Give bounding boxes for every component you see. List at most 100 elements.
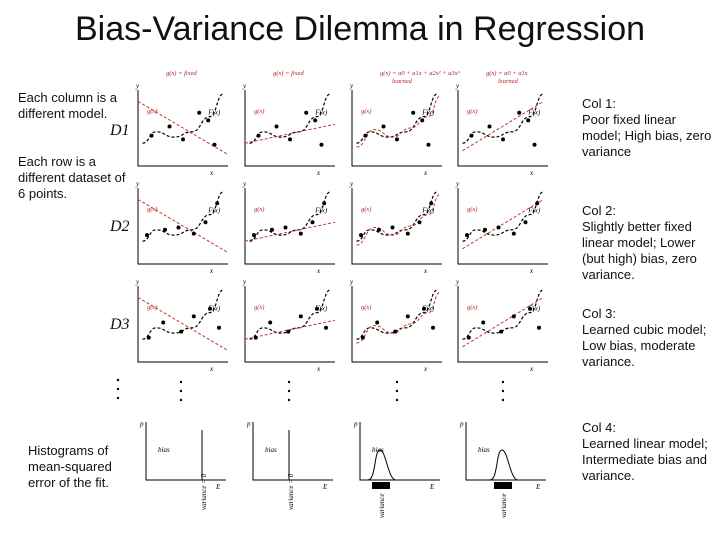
data-point-r3c4-4 xyxy=(511,314,516,319)
hist-E-label-h2: E xyxy=(322,483,328,491)
model-fit-curve-r2c4 xyxy=(462,198,544,250)
col4-note-heading: Col 4: xyxy=(582,420,616,435)
true-function-label-r2c2: F(x) xyxy=(314,206,328,214)
data-point-r3c1-1 xyxy=(146,335,151,340)
true-function-label-r3c2: F(x) xyxy=(314,304,328,312)
panel-axes-r1c1 xyxy=(137,90,228,167)
data-point-r2c4-4 xyxy=(511,231,516,236)
model-fit-curve-r1c4 xyxy=(462,100,544,152)
x-axis-label-r1c3: x xyxy=(423,169,428,177)
hist-curve-h4 xyxy=(489,449,519,481)
data-point-r1c1-6 xyxy=(212,142,217,147)
data-point-r3c2-2 xyxy=(268,320,273,325)
hist-curve-h3 xyxy=(367,449,397,481)
col1-note-heading: Col 1: xyxy=(582,96,616,111)
true-function-curve-r1c3 xyxy=(356,93,438,144)
true-function-curve-r3c4 xyxy=(462,289,544,340)
ellipsis-dot-2-3 xyxy=(179,398,183,402)
data-point-r1c4-3 xyxy=(501,137,505,142)
column-header-2: g(x) = fixed xyxy=(273,70,304,77)
data-point-r2c2-4 xyxy=(298,231,303,236)
true-function-label-r1c2: F(x) xyxy=(314,108,328,116)
column-header-1: g(x) = fixed xyxy=(166,70,197,77)
data-point-r1c2-6 xyxy=(319,142,324,147)
data-point-r1c3-3 xyxy=(395,137,399,142)
y-axis-label-r2c3: y xyxy=(349,180,354,188)
model-label-r2c4: g(x) xyxy=(467,206,477,213)
ellipsis-dot-3-3 xyxy=(287,398,291,402)
y-axis-label-r1c1: y xyxy=(135,82,140,90)
true-function-label-r2c1: F(x) xyxy=(207,206,221,214)
x-axis-label-r3c3: x xyxy=(423,365,428,373)
data-point-r2c3-5 xyxy=(417,220,422,225)
hist-bias-label-h4: bias xyxy=(478,446,490,454)
x-axis-label-r2c3: x xyxy=(423,267,428,275)
col3-note-body: Learned cubic model; Low bias, moderate … xyxy=(582,322,707,369)
x-axis-label-r1c4: x xyxy=(529,169,534,177)
true-function-label-r3c3: F(x) xyxy=(421,304,435,312)
col3-note-heading: Col 3: xyxy=(582,306,616,321)
x-axis-label-r3c1: x xyxy=(209,365,214,373)
data-point-r1c2-3 xyxy=(288,137,292,142)
note-rows: Each row is a different dataset of 6 poi… xyxy=(18,154,126,201)
hist-variance-bar-h4 xyxy=(494,482,512,489)
column-header-3: g(x) = a0 + a1x + a2x² + a3x³ xyxy=(380,70,461,77)
y-axis-label-r1c2: y xyxy=(242,82,247,90)
x-axis-label-r2c2: x xyxy=(316,267,321,275)
hist-bias-label-h1: bias xyxy=(158,446,170,454)
y-axis-label-r1c3: y xyxy=(349,82,354,90)
panel-axes-r2c2 xyxy=(244,188,335,265)
true-function-label-r1c4: F(x) xyxy=(527,108,541,116)
y-axis-label-r2c1: y xyxy=(135,180,140,188)
model-label-r2c2: g(x) xyxy=(254,206,264,213)
model-label-r1c3: g(x) xyxy=(361,108,371,115)
data-point-r3c2-1 xyxy=(253,335,258,340)
data-point-r3c4-2 xyxy=(481,320,486,325)
model-fit-curve-r2c2 xyxy=(244,221,336,242)
true-function-curve-r3c3 xyxy=(356,289,438,340)
panel-axes-r2c1 xyxy=(137,188,228,265)
true-function-curve-r2c4 xyxy=(462,191,544,242)
ellipsis-dot-2-2 xyxy=(179,389,183,393)
model-fit-curve-r2c3 xyxy=(356,193,441,246)
data-point-r2c1-6 xyxy=(215,201,220,206)
data-point-r2c3-3 xyxy=(390,225,395,230)
data-point-r1c2-4 xyxy=(304,110,309,115)
col4-note-body: Learned linear model; Intermediate bias … xyxy=(582,436,708,483)
model-fit-curve-r1c3 xyxy=(356,95,441,148)
data-point-r1c3-5 xyxy=(420,118,425,123)
column-header-4-sub: learned xyxy=(498,78,519,85)
note-histograms: Histograms of mean-squared error of the … xyxy=(28,443,112,490)
hist-p-label-h3: p xyxy=(353,420,358,428)
true-function-curve-r3c1 xyxy=(142,289,224,340)
data-point-r2c2-5 xyxy=(310,220,315,225)
data-point-r2c1-4 xyxy=(191,231,196,236)
hist-variance-label-h1: variance = 0 xyxy=(200,473,208,510)
data-point-r3c2-4 xyxy=(298,314,303,319)
true-function-curve-r2c1 xyxy=(142,191,224,242)
data-point-r2c1-5 xyxy=(203,220,208,225)
model-fit-curve-r3c2 xyxy=(244,319,336,340)
data-point-r2c3-1 xyxy=(359,233,363,238)
data-point-r1c2-2 xyxy=(274,124,279,129)
data-point-r3c2-6 xyxy=(324,325,328,330)
ellipsis-dot-3-2 xyxy=(287,389,291,393)
panel-axes-r3c4 xyxy=(457,286,548,363)
data-point-r1c3-6 xyxy=(426,142,431,147)
ellipsis-dot-5-1 xyxy=(501,380,505,384)
model-label-r1c4: g(x) xyxy=(467,108,477,115)
data-point-r2c1-2 xyxy=(163,227,167,232)
data-point-r1c4-5 xyxy=(526,118,531,123)
hist-bias-label-h2: bias xyxy=(265,446,277,454)
y-axis-label-r2c2: y xyxy=(242,180,247,188)
data-point-r3c3-4 xyxy=(405,314,410,319)
true-function-curve-r1c4 xyxy=(462,93,544,144)
data-point-r1c2-1 xyxy=(256,133,261,138)
hist-p-label-h2: p xyxy=(246,420,251,428)
data-point-r1c3-1 xyxy=(363,133,368,138)
data-point-r1c3-2 xyxy=(381,124,386,129)
data-point-r2c3-6 xyxy=(429,201,434,206)
model-fit-curve-r3c3 xyxy=(356,291,441,344)
hist-variance-bar-h3 xyxy=(372,482,390,489)
column-header-3-sub: learned xyxy=(392,78,413,85)
